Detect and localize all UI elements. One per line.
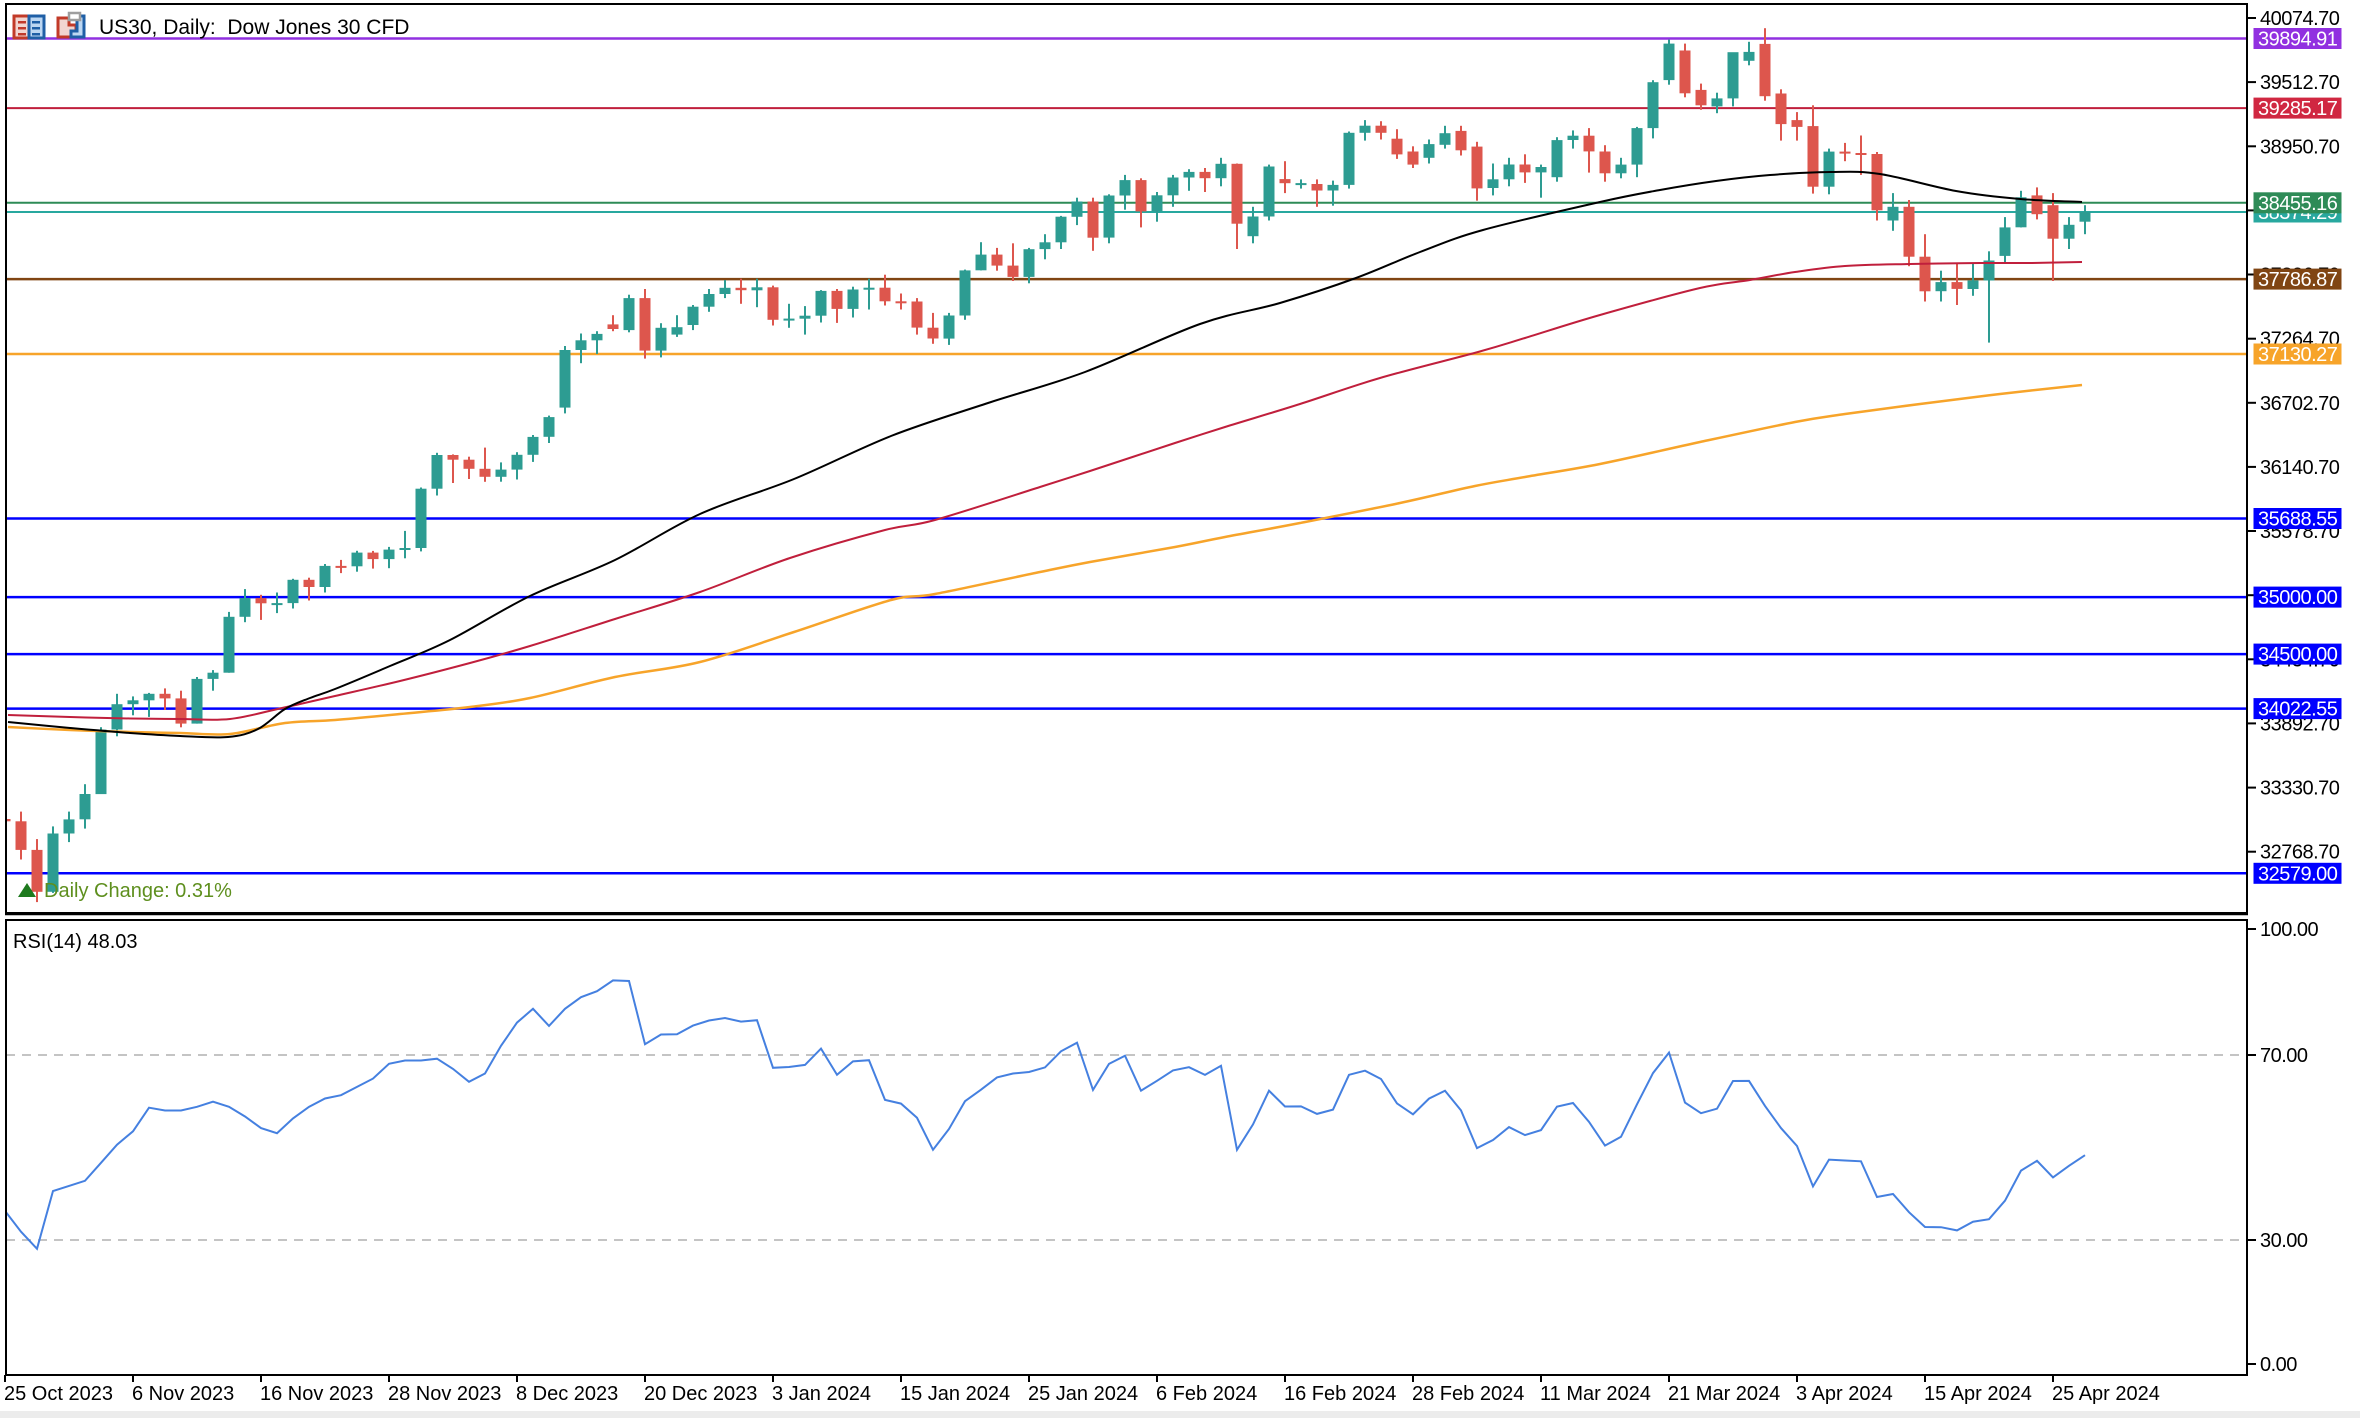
svg-text:40074.70: 40074.70 bbox=[2260, 8, 2340, 30]
svg-text:25 Jan 2024: 25 Jan 2024 bbox=[1028, 1383, 1138, 1405]
svg-text:35000.00: 35000.00 bbox=[2258, 587, 2338, 609]
svg-text:3 Jan 2024: 3 Jan 2024 bbox=[772, 1383, 871, 1405]
svg-text:15 Jan 2024: 15 Jan 2024 bbox=[900, 1383, 1010, 1405]
svg-text:Daily Change: 0.31%: Daily Change: 0.31% bbox=[44, 880, 232, 902]
svg-text:34022.55: 34022.55 bbox=[2258, 699, 2338, 721]
svg-text:34500.00: 34500.00 bbox=[2258, 644, 2338, 666]
svg-text:6 Feb 2024: 6 Feb 2024 bbox=[1156, 1383, 1257, 1405]
svg-text:39512.70: 39512.70 bbox=[2260, 72, 2340, 94]
svg-text:37130.27: 37130.27 bbox=[2258, 344, 2338, 366]
svg-text:36140.70: 36140.70 bbox=[2260, 457, 2340, 479]
svg-text:16 Feb 2024: 16 Feb 2024 bbox=[1284, 1383, 1396, 1405]
svg-text:US30, Daily: Dow Jones 30 CFD: US30, Daily: Dow Jones 30 CFD bbox=[99, 16, 409, 39]
svg-text:32768.70: 32768.70 bbox=[2260, 842, 2340, 864]
svg-text:15 Apr 2024: 15 Apr 2024 bbox=[1924, 1383, 2032, 1405]
svg-text:28 Feb 2024: 28 Feb 2024 bbox=[1412, 1383, 1524, 1405]
svg-text:25 Apr 2024: 25 Apr 2024 bbox=[2052, 1383, 2160, 1405]
svg-text:39285.17: 39285.17 bbox=[2258, 98, 2338, 120]
svg-text:70.00: 70.00 bbox=[2260, 1045, 2308, 1067]
svg-text:16 Nov 2023: 16 Nov 2023 bbox=[260, 1383, 373, 1405]
svg-text:30.00: 30.00 bbox=[2260, 1230, 2308, 1252]
svg-text:32579.00: 32579.00 bbox=[2258, 863, 2338, 885]
svg-text:25 Oct 2023: 25 Oct 2023 bbox=[4, 1383, 113, 1405]
svg-text:20 Dec 2023: 20 Dec 2023 bbox=[644, 1383, 757, 1405]
svg-text:38950.70: 38950.70 bbox=[2260, 136, 2340, 158]
svg-text:37786.87: 37786.87 bbox=[2258, 269, 2338, 291]
svg-text:11 Mar 2024: 11 Mar 2024 bbox=[1540, 1383, 1651, 1405]
svg-text:0.00: 0.00 bbox=[2260, 1354, 2297, 1376]
svg-text:33330.70: 33330.70 bbox=[2260, 778, 2340, 800]
svg-text:8 Dec 2023: 8 Dec 2023 bbox=[516, 1383, 618, 1405]
svg-text:3 Apr 2024: 3 Apr 2024 bbox=[1796, 1383, 1893, 1405]
svg-text:36702.70: 36702.70 bbox=[2260, 393, 2340, 415]
svg-text:28 Nov 2023: 28 Nov 2023 bbox=[388, 1383, 501, 1405]
svg-text:21 Mar 2024: 21 Mar 2024 bbox=[1668, 1383, 1780, 1405]
svg-text:6 Nov 2023: 6 Nov 2023 bbox=[132, 1383, 234, 1405]
svg-text:35688.55: 35688.55 bbox=[2258, 509, 2338, 531]
svg-text:38455.16: 38455.16 bbox=[2258, 193, 2338, 215]
svg-text:39894.91: 39894.91 bbox=[2258, 29, 2338, 51]
svg-text:100.00: 100.00 bbox=[2260, 919, 2319, 941]
svg-text:RSI(14) 48.03: RSI(14) 48.03 bbox=[13, 931, 138, 953]
